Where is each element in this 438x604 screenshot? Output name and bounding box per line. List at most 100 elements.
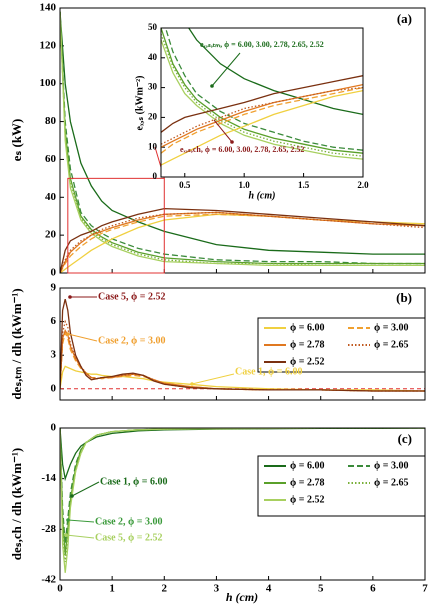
series-group [60, 11, 425, 273]
y-tick-label: 10 [148, 141, 158, 151]
y-tick-label: 40 [45, 191, 57, 203]
y-tick-label: 0 [153, 171, 158, 181]
legend-label: ϕ = 2.78 [290, 477, 324, 488]
line-series [161, 75, 363, 133]
annotation-arrow [65, 534, 95, 539]
line-series [161, 33, 363, 157]
y-tick-label: 50 [148, 22, 158, 32]
y-tick-label: 0 [51, 382, 57, 394]
y-tick-label: 140 [40, 2, 57, 14]
x-tick-label: 1.5 [298, 180, 310, 190]
y-tick-label: 60 [45, 153, 57, 165]
arrow-head [66, 332, 70, 336]
line-series [60, 207, 425, 273]
legend-label: ϕ = 2.52 [290, 494, 324, 505]
panel: 0 3 6 9 (b) deₛ,ₜₘ / dh (kWm⁻¹) ϕ = 6.00 ϕ = 3.… [9, 282, 426, 401]
y-tick-label: 0 [51, 422, 57, 434]
y-tick-label: 100 [40, 77, 57, 89]
legend-label: ϕ = 6.00 [290, 460, 324, 471]
line-series [164, 28, 363, 151]
arrow-head [64, 533, 68, 537]
annotation-arrow [67, 333, 98, 342]
y-tick-label: 80 [45, 115, 57, 127]
annotation: Case 5, ϕ = 2.52 [98, 291, 166, 302]
legend-label: ϕ = 3.00 [374, 322, 408, 333]
line-series [60, 211, 425, 273]
legend-label: ϕ = 3.00 [374, 460, 408, 471]
line-series [60, 299, 425, 392]
line-series [60, 11, 425, 265]
y-tick-label: -28 [41, 523, 56, 535]
line-series [161, 86, 363, 145]
x-tick-label: 3 [214, 583, 220, 595]
annotation: Case 1, ϕ = 6.00 [100, 476, 168, 487]
x-tick-label: 0 [57, 583, 63, 595]
x-axis-label: h (cm) [249, 190, 276, 201]
annotation: eₓ,ₛ,ch, ϕ = 6.00, 3.00, 2.78, 2.65, 2.5… [180, 145, 304, 154]
annotation-arrow [67, 519, 95, 523]
panel: 0-14-28-420 1 2 3 4 5 6 7(c)deₛ,ch / dh (kWm⁻¹)… [9, 422, 428, 604]
y-tick-label: 120 [40, 39, 57, 51]
x-tick-label: 1.0 [239, 180, 251, 190]
line-series [60, 211, 425, 273]
y-tick-label: -42 [41, 574, 56, 586]
plot-area [161, 28, 363, 177]
y-tick-label: 30 [148, 82, 158, 92]
line-series [161, 83, 363, 148]
y-axis-label: eₓ,ₛ (kWm⁻²) [134, 76, 145, 131]
line-series [60, 11, 425, 255]
y-tick-label: 6 [51, 315, 57, 327]
panel-label: (a) [397, 11, 412, 26]
x-tick-label: 2.0 [357, 180, 369, 190]
annotation-arrow [211, 52, 241, 87]
annotation: Case 2, ϕ = 3.00 [98, 335, 166, 346]
y-tick-label: -14 [41, 472, 56, 484]
annotation: eₓ,ₛ,ₜₘ, ϕ = 6.00, 3.00, 2.78, 2.65, 2.5… [200, 40, 324, 49]
arrow-head [66, 518, 70, 522]
y-axis-label: deₛ,ch / dh (kWm⁻¹) [9, 448, 24, 560]
line-series [60, 11, 425, 267]
y-tick-label: 20 [45, 229, 57, 241]
annotation: Case 2, ϕ = 3.00 [95, 516, 163, 527]
series-group [161, 28, 363, 166]
x-tick-label: 0.5 [179, 180, 191, 190]
panel-label: (b) [396, 290, 412, 305]
x-tick-label: 2 [162, 583, 168, 595]
y-axis-label: eₛ (kW) [9, 119, 24, 162]
line-series [161, 86, 363, 154]
zoom-box [67, 177, 165, 274]
x-tick-label: 1 [109, 583, 115, 595]
x-tick-label: 7 [422, 583, 428, 595]
y-tick-label: 3 [51, 349, 57, 361]
x-tick-label: 4 [266, 583, 272, 595]
annotation-arrow [71, 481, 100, 497]
y-tick-label: 40 [148, 52, 158, 62]
legend-label: ϕ = 6.00 [290, 322, 324, 333]
y-tick-label: 20 [148, 111, 158, 121]
annotation-arrow [191, 373, 235, 385]
frame [59, 7, 426, 274]
x-tick-label: 5 [318, 583, 324, 595]
frame [160, 27, 364, 178]
x-tick-label: 6 [370, 583, 376, 595]
line-series [187, 28, 363, 116]
legend-label: ϕ = 2.65 [374, 339, 408, 350]
line-series [161, 39, 363, 160]
y-axis-label: deₛ,ₜₘ / dh (kWm⁻¹) [9, 288, 24, 399]
line-series [161, 28, 363, 154]
legend-label: ϕ = 2.78 [290, 339, 324, 350]
arrow-head [68, 295, 72, 299]
arrow-head [210, 84, 214, 88]
annotation: Case 5, ϕ = 2.52 [95, 532, 163, 543]
x-axis-label: h (cm) [226, 590, 258, 604]
annotation-arrow [213, 119, 233, 143]
legend-label: ϕ = 2.65 [374, 477, 408, 488]
series-group [60, 299, 425, 392]
panel: 0 10 20 30 40 50 0.5 1.0 1.5 2.0 eₓ,ₛ (kWm⁻²) h (cm… [134, 22, 369, 201]
arrow-head [230, 140, 234, 144]
line-series [60, 11, 425, 265]
legend-label: ϕ = 2.52 [290, 356, 324, 367]
arrow-head [70, 494, 74, 498]
arrow-head [190, 382, 194, 386]
y-tick-label: 0 [51, 267, 57, 279]
